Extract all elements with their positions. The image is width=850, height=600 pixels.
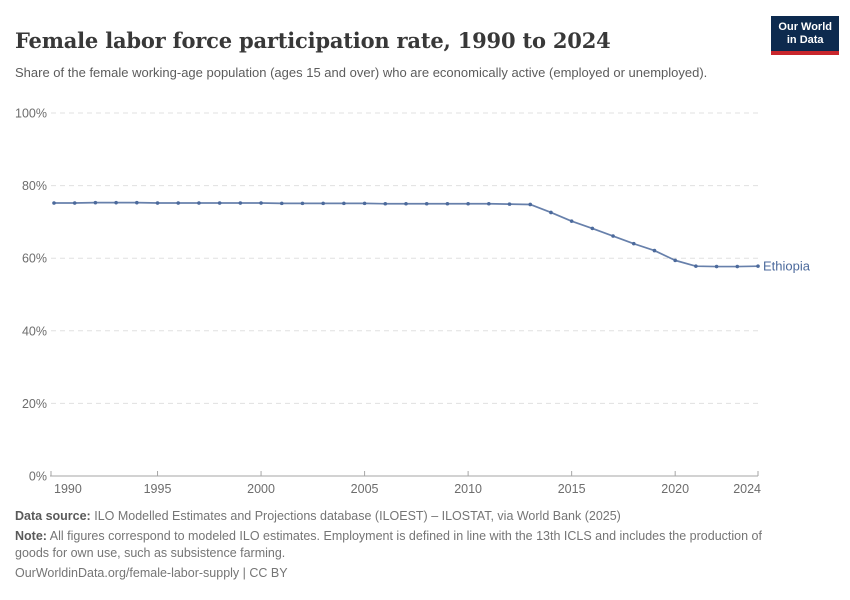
data-point-2010[interactable] (466, 201, 470, 206)
data-point-2014[interactable] (549, 210, 553, 215)
data-source-text: ILO Modelled Estimates and Projections d… (94, 509, 621, 523)
x-tick-label-2015: 2015 (558, 482, 586, 496)
data-point-1991[interactable] (72, 201, 77, 205)
y-tick-label-20: 20% (22, 397, 47, 411)
y-tick-label-100: 100% (15, 107, 47, 121)
data-point-1994[interactable] (135, 200, 139, 205)
data-point-2023[interactable] (735, 264, 740, 269)
owid-logo-line1: Our World (778, 21, 832, 33)
series-line-ethiopia[interactable] (54, 201, 759, 268)
x-tick-label-2024: 2024 (733, 482, 761, 496)
data-point-2021[interactable] (694, 264, 698, 268)
data-point-2013[interactable] (528, 202, 533, 207)
series-label-ethiopia[interactable]: Ethiopia (763, 259, 811, 274)
y-tick-label-80: 80% (22, 179, 47, 193)
source-url[interactable]: OurWorldinData.org/female-labor-supply |… (15, 566, 288, 580)
data-point-1998[interactable] (217, 201, 222, 205)
owid-logo-line2: in Data (786, 34, 824, 46)
data-point-2007[interactable] (404, 201, 408, 206)
data-point-2005[interactable] (362, 201, 367, 206)
note-label: Note: (15, 529, 47, 543)
data-point-2004[interactable] (342, 201, 346, 206)
y-tick-label-60: 60% (22, 252, 47, 266)
data-point-2018[interactable] (631, 241, 636, 246)
data-point-2001[interactable] (279, 201, 284, 206)
x-tick-label-2020: 2020 (661, 482, 689, 496)
data-point-1995[interactable] (155, 201, 160, 205)
data-source-label: Data source: (15, 509, 91, 523)
x-tick-label-2010: 2010 (454, 482, 482, 496)
data-point-2016[interactable] (590, 226, 595, 231)
data-point-1990[interactable] (52, 201, 56, 205)
data-point-2020[interactable] (673, 258, 677, 263)
data-point-2012[interactable] (507, 202, 512, 206)
chart-title: Female labor force participation rate, 1… (15, 28, 611, 54)
data-point-1997[interactable] (197, 201, 201, 205)
data-point-2024[interactable] (756, 264, 760, 268)
data-point-2019[interactable] (652, 248, 657, 253)
x-tick-label-1990: 1990 (54, 482, 82, 496)
x-tick-label-2005: 2005 (351, 482, 379, 496)
note-line: Note: All figures correspond to modeled … (15, 528, 772, 562)
data-point-1992[interactable] (93, 200, 98, 205)
data-point-2006[interactable] (383, 201, 388, 206)
data-source-line: Data source: ILO Modelled Estimates and … (15, 508, 772, 525)
chart-subtitle: Share of the female working-age populati… (15, 65, 708, 80)
x-tick-label-1995: 1995 (144, 482, 172, 496)
data-point-2022[interactable] (714, 264, 719, 269)
owid-logo: Our World in Data (771, 16, 839, 55)
chart-footer: Data source: ILO Modelled Estimates and … (15, 508, 772, 585)
data-point-2008[interactable] (424, 201, 429, 206)
note-text: All figures correspond to modeled ILO es… (15, 529, 762, 560)
data-point-2000[interactable] (259, 201, 263, 205)
data-point-1993[interactable] (114, 200, 118, 205)
data-point-2002[interactable] (300, 201, 305, 206)
data-point-2011[interactable] (487, 201, 491, 206)
data-point-2003[interactable] (321, 201, 325, 206)
data-point-1999[interactable] (238, 201, 243, 205)
y-tick-label-0: 0% (29, 470, 47, 484)
y-tick-label-40: 40% (22, 324, 47, 338)
data-point-2015[interactable] (569, 219, 574, 223)
data-point-2009[interactable] (445, 201, 450, 206)
data-point-2017[interactable] (611, 234, 615, 238)
data-point-1996[interactable] (176, 201, 181, 205)
x-tick-label-2000: 2000 (247, 482, 275, 496)
